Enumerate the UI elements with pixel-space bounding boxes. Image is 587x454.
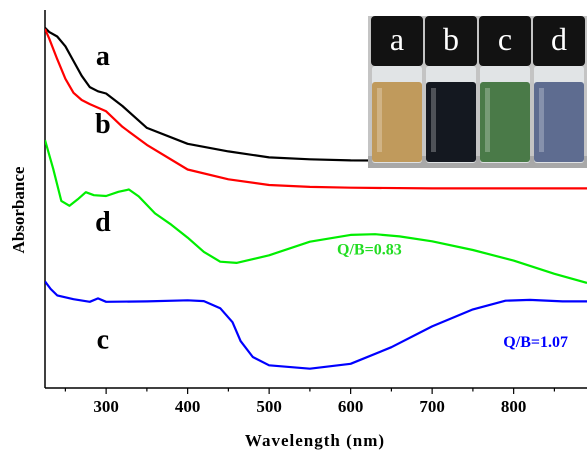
curve-label-b: b	[95, 109, 111, 140]
curve-label-a: a	[96, 41, 110, 72]
vial-label: b	[443, 21, 459, 57]
x-tick-label: 400	[175, 397, 201, 416]
x-tick-label: 800	[501, 397, 527, 416]
x-axis-title: Wavelength (nm)	[245, 431, 385, 450]
vial-c: c	[479, 16, 531, 163]
vial-highlight	[431, 88, 436, 152]
vial-label: d	[551, 21, 567, 57]
x-tick-label: 300	[93, 397, 119, 416]
x-tick-label: 700	[419, 397, 445, 416]
x-tick-label: 500	[256, 397, 282, 416]
vial-highlight	[539, 88, 544, 152]
curve-label-d: d	[95, 207, 111, 238]
ratio-annotation: Q/B=0.83	[337, 242, 402, 259]
vial-a: a	[371, 16, 423, 163]
series-line-c	[45, 281, 587, 368]
vial-highlight	[485, 88, 490, 152]
curve-label-c: c	[97, 324, 109, 355]
vial-photo-inset: a b c d	[368, 16, 587, 168]
vial-highlight	[377, 88, 382, 152]
vial-label: a	[390, 21, 404, 57]
vial-b: b	[425, 16, 477, 163]
vial-d: d	[533, 16, 585, 163]
ratio-annotation: Q/B=1.07	[503, 334, 568, 351]
vial-label: c	[498, 21, 512, 57]
x-tick-label: 600	[338, 397, 364, 416]
y-axis-title: Absorbance	[9, 166, 28, 253]
